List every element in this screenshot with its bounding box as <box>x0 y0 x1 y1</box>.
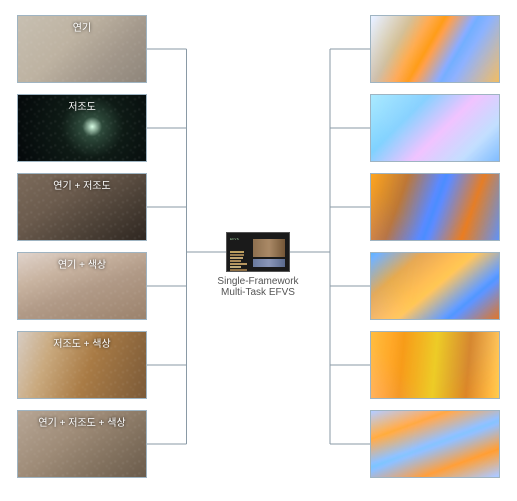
input-thumb-label: 연기 + 저조도 <box>53 177 110 192</box>
output-thumb <box>370 331 500 399</box>
output-thumb-image <box>371 411 499 477</box>
input-thumb: 연기 + 색상 <box>17 252 147 320</box>
center-caption: Single-Framework Multi-Task EFVS <box>198 276 318 298</box>
input-thumb: 저조도 <box>17 94 147 162</box>
center-processor: EFVS <box>226 232 290 272</box>
input-thumb-label: 연기 + 저조도 + 색상 <box>38 414 125 429</box>
input-thumb-label: 저조도 <box>68 98 96 113</box>
input-thumb: 연기 + 저조도 + 색상 <box>17 410 147 478</box>
output-thumb <box>370 15 500 83</box>
input-thumb: 연기 + 저조도 <box>17 173 147 241</box>
input-thumb: 저조도 + 색상 <box>17 331 147 399</box>
output-thumb <box>370 173 500 241</box>
output-thumb-image <box>371 253 499 319</box>
diagram-container: 연기저조도연기 + 저조도연기 + 색상저조도 + 색상연기 + 저조도 + 색… <box>0 0 517 501</box>
input-thumb: 연기 <box>17 15 147 83</box>
output-thumb-image <box>371 95 499 161</box>
input-thumb-label: 연기 <box>73 19 91 34</box>
output-thumb-image <box>371 16 499 82</box>
caption-line-2: Multi-Task EFVS <box>198 287 318 298</box>
output-thumb <box>370 252 500 320</box>
output-thumb-image <box>371 332 499 398</box>
output-thumb <box>370 410 500 478</box>
output-thumb-image <box>371 174 499 240</box>
input-thumb-label: 저조도 + 색상 <box>53 335 110 350</box>
output-thumb <box>370 94 500 162</box>
input-thumb-label: 연기 + 색상 <box>58 256 106 271</box>
caption-line-1: Single-Framework <box>198 276 318 287</box>
